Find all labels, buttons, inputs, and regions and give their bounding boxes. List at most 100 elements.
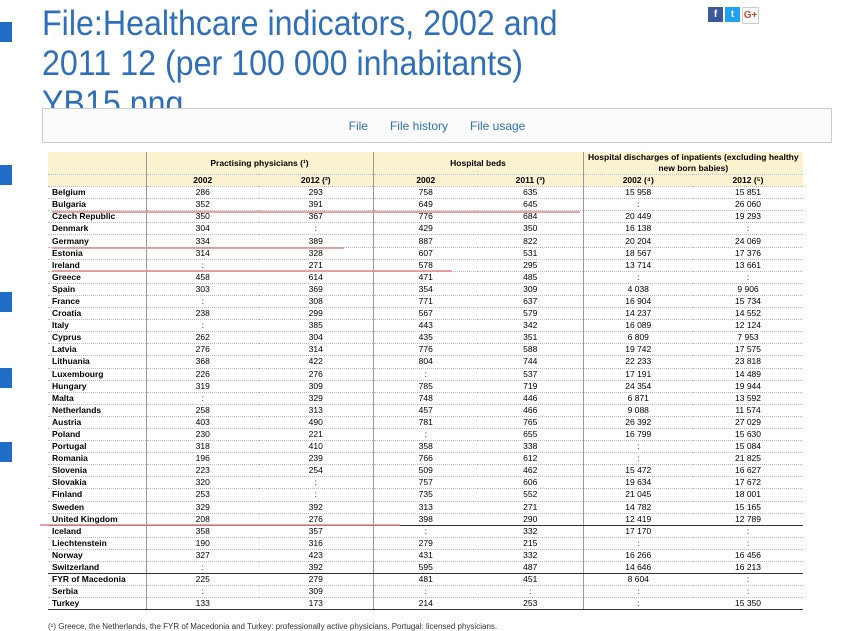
country-cell: Croatia — [48, 307, 146, 321]
table-row: Italy:385 443 342 16 089 12 124 — [48, 319, 804, 333]
country-cell: France — [48, 295, 146, 309]
value-cell: 16 213 — [693, 561, 804, 575]
value-cell: 429 — [372, 222, 478, 236]
value-cell: 26 392 — [582, 416, 694, 429]
table-row: FYR of Macedonia 225 279 481 451 8 604: — [48, 573, 804, 587]
facebook[interactable]: f — [708, 7, 723, 22]
value-cell: 225 — [145, 573, 259, 587]
sidebar-marker — [0, 368, 12, 388]
value-cell: 6 871 — [582, 392, 694, 405]
value-cell: 15 734 — [693, 295, 804, 309]
value-cell: 822 — [478, 234, 584, 248]
value-cell: 9 906 — [693, 283, 804, 296]
value-cell: 403 — [145, 416, 259, 429]
value-cell: 329 — [259, 392, 373, 405]
value-cell: 758 — [372, 186, 478, 200]
value-cell: 14 646 — [582, 561, 694, 575]
value-cell: 389 — [259, 234, 373, 248]
sidebar-marker — [0, 165, 12, 185]
value-cell: 16 799 — [582, 428, 694, 442]
value-cell: 327 — [145, 549, 259, 563]
value-cell: 254 — [259, 464, 373, 478]
value-cell: 313 — [372, 501, 478, 514]
table-row: Hungary 319 309 785 719 24 354 19 944 — [48, 380, 804, 393]
value-cell: 27 029 — [693, 416, 804, 429]
value-cell: 276 — [145, 343, 259, 357]
country-cell: Estonia — [48, 247, 146, 260]
value-cell: 757 — [372, 476, 478, 490]
year-header: 2002 (⁴) — [582, 174, 694, 188]
value-cell: 485 — [478, 271, 584, 284]
value-cell: 368 — [145, 355, 259, 369]
value-cell: : — [693, 537, 804, 550]
value-cell: 481 — [372, 573, 478, 587]
table-row: Serbia:309:::: — [48, 585, 804, 599]
value-cell: 316 — [259, 537, 373, 550]
table-row: Turkey 133 173 214 253:15 350 — [48, 597, 804, 611]
value-cell: : — [372, 428, 478, 442]
table-row: Greece 458 614 471 485:: — [48, 271, 804, 284]
country-cell: Slovenia — [48, 464, 146, 478]
value-cell: 238 — [145, 307, 259, 321]
value-cell: 637 — [478, 295, 584, 309]
value-cell: 471 — [372, 271, 478, 284]
tab[interactable]: File — [348, 118, 368, 133]
value-cell: 552 — [478, 488, 584, 502]
value-cell: 744 — [478, 355, 584, 369]
value-cell: 462 — [478, 464, 584, 478]
page-title: File:Healthcare indicators, 2002 and 201… — [42, 4, 558, 123]
table-row: Malta:329 748 446 6 871 13 592 — [48, 392, 804, 405]
value-cell: 16 627 — [693, 464, 804, 478]
value-cell: 7 953 — [693, 331, 804, 345]
country-cell: Latvia — [48, 343, 146, 357]
value-cell: 588 — [478, 343, 584, 357]
value-cell: 765 — [478, 416, 584, 429]
twitter[interactable]: t — [725, 7, 740, 22]
country-cell: Hungary — [48, 380, 146, 393]
value-cell: 313 — [259, 404, 373, 417]
value-cell: 357 — [259, 525, 373, 538]
google-plus[interactable]: G+ — [742, 7, 759, 24]
table-row: Spain 303 369 354 309 4 038 9 906 — [48, 283, 804, 296]
value-cell: 309 — [478, 283, 584, 296]
data-table: Practising physicians (¹) Hospital beds … — [48, 152, 804, 611]
value-cell: 579 — [478, 307, 584, 321]
value-cell: 22 233 — [582, 355, 694, 369]
sidebar-marker — [0, 442, 12, 462]
value-cell: 15 958 — [582, 186, 694, 200]
table-row: United Kingdom 208 276 398 290 12 419 12 789 — [48, 513, 804, 526]
value-cell: 334 — [145, 234, 259, 248]
value-cell: 451 — [478, 573, 584, 587]
value-cell: 606 — [478, 476, 584, 490]
group-header: Practising physicians (¹) — [145, 152, 373, 175]
value-cell: 319 — [145, 380, 259, 393]
value-cell: 271 — [478, 501, 584, 514]
value-cell: 308 — [259, 295, 373, 309]
value-cell: 655 — [478, 428, 584, 442]
value-cell: 309 — [259, 380, 373, 393]
value-cell: 338 — [478, 440, 584, 454]
value-cell: 20 449 — [582, 210, 694, 224]
tab[interactable]: File history — [389, 118, 448, 133]
value-cell: 612 — [478, 452, 584, 466]
value-cell: 295 — [478, 259, 584, 272]
country-cell: Liechtenstein — [48, 537, 146, 550]
value-cell: 391 — [259, 198, 373, 212]
table-row: Norway 327 423 431 332 16 266 16 456 — [48, 549, 804, 563]
table-row: Denmark 304:429 350 16 138: — [48, 222, 804, 236]
value-cell: 304 — [259, 331, 373, 345]
table-row: Luxembourg 226 276:537 17 191 14 489 — [48, 368, 804, 381]
corner — [48, 152, 146, 175]
value-cell: 645 — [478, 198, 584, 212]
country-cell: Malta — [48, 392, 146, 405]
table-row: Estonia 314 328 607 531 18 567 17 376 — [48, 247, 804, 260]
social-icons: f t G+ — [708, 7, 759, 24]
value-cell: 314 — [259, 343, 373, 357]
value-cell: 4 038 — [582, 283, 694, 296]
value-cell: : — [259, 488, 373, 502]
value-cell: 26 060 — [693, 198, 804, 212]
value-cell: 332 — [478, 525, 584, 538]
value-cell: 487 — [478, 561, 584, 575]
value-cell: 14 237 — [582, 307, 694, 321]
tab[interactable]: File usage — [469, 118, 526, 133]
